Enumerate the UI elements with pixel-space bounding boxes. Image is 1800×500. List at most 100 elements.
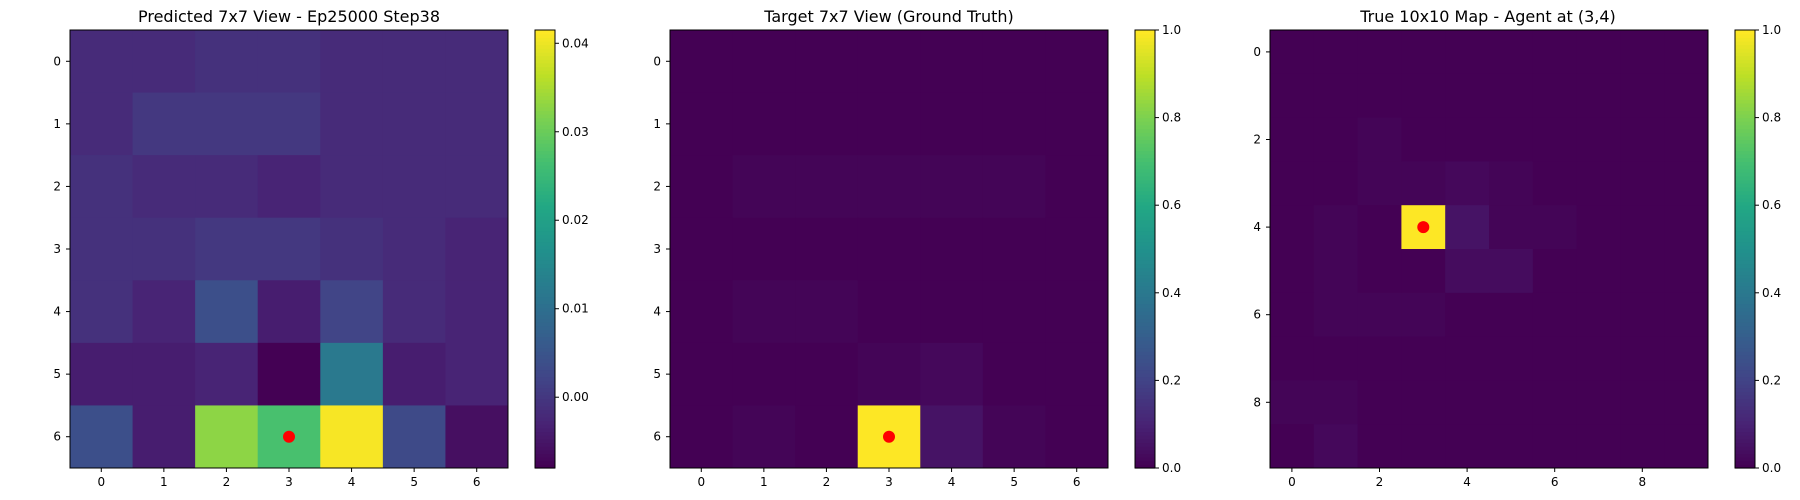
heatmap-cell-r1-c1 [1313,73,1359,119]
heatmap-cell-r6-c4 [920,405,984,469]
heatmap-cell-r3-c4 [320,217,384,281]
heatmap-cell-r4-c4 [920,280,984,344]
heatmap-cell-r6-c5 [982,405,1046,469]
y-tick-label: 0 [53,54,61,68]
colorbar-segment [535,157,555,162]
heatmap-cell-r0-c7 [1576,30,1621,75]
colorbar-segment [1735,395,1755,400]
heatmap-cell-r4-c8 [1620,205,1665,250]
colorbar-segment [535,223,555,228]
heatmap-cell-r4-c5 [1489,205,1534,250]
colorbar-segment [1135,59,1155,64]
colorbar-segment [1735,176,1755,181]
colorbar-segment [1135,427,1155,433]
colorbar-segment [535,380,555,385]
colorbar-segment [535,121,555,126]
heatmap-cell-r8-c0 [1270,380,1315,425]
colorbar-segment [1735,132,1755,137]
heatmap-cell-r0-c1 [132,30,196,94]
colorbar-segment [1735,37,1755,42]
colorbar-tick-label: 0.01 [562,302,589,316]
heatmap-cell-r5-c2 [795,342,859,406]
colorbar-tick-label: 0.4 [1162,286,1181,300]
heatmap-cell-r1-c6 [1532,73,1578,119]
colorbar-segment [535,30,555,35]
colorbar-segment [1135,354,1155,360]
colorbar-segment [1735,223,1755,228]
heatmap-cell-r6-c4 [1445,292,1490,338]
colorbar-segment [1735,230,1755,235]
x-tick-label: 0 [697,475,705,489]
colorbar-segment [1735,227,1755,232]
heatmap-cell-r1-c5 [1489,73,1534,119]
colorbar-segment [1735,420,1755,425]
colorbar-segment [1735,449,1755,454]
colorbar-segment [1735,201,1755,206]
colorbar-segment [1135,438,1155,444]
colorbar-segment [1135,332,1155,338]
colorbar-segment [1735,205,1755,210]
colorbar-segment [1735,40,1755,46]
heatmap-cell-r6-c2 [795,405,859,469]
colorbar-segment [1135,230,1155,235]
colorbar-segment [1735,252,1755,257]
heatmap-cells [1270,30,1709,469]
colorbar-segment [535,110,555,115]
heatmap-cell-r6-c5 [1489,292,1534,338]
heatmap-cell-r3-c5 [982,217,1046,281]
colorbar-segment [535,33,555,38]
colorbar-segment [1135,256,1155,261]
colorbar-tick-label: 0.8 [1762,111,1781,125]
x-tick-label: 2 [223,475,231,489]
colorbar-segment [535,354,555,360]
colorbar-segment [535,300,555,305]
colorbar-segment [1735,267,1755,272]
heatmap-cell-r0-c0 [70,30,134,94]
colorbar-segment [1735,453,1755,458]
colorbar-segment [535,314,555,319]
colorbar-tick-label: 0.4 [1762,286,1781,300]
heatmap-cell-r2-c3 [857,155,921,219]
y-tick-label: 2 [1253,133,1261,147]
colorbar-segment [1735,270,1755,276]
colorbar-segment [535,40,555,46]
colorbar-segment [535,351,555,356]
colorbar-segment [535,161,555,166]
colorbar-segment [1135,311,1155,316]
colorbar-segment [1135,128,1155,133]
colorbar-tick-label: 1.0 [1162,23,1181,37]
colorbar-segment [1735,263,1755,268]
colorbar-segment [535,292,555,298]
heatmap-cell-r8-c1 [1313,380,1359,425]
heatmap-cell-r8-c9 [1664,380,1709,425]
heatmap-cell-r4-c5 [982,280,1046,344]
heatmap-cell-r6-c1 [132,405,196,469]
agent-marker [883,430,895,443]
colorbar-segment [1135,194,1155,199]
colorbar-segment [535,208,555,214]
colorbar-segment [1135,296,1155,301]
colorbar-segment [1135,157,1155,162]
colorbar-segment [1135,234,1155,239]
heatmap-cell-r2-c6 [1045,155,1109,219]
heatmap-cell-r1-c0 [1270,73,1315,119]
colorbar-segment [535,449,555,454]
heatmap-cell-r4-c1 [1313,205,1359,250]
colorbar-segment [1135,143,1155,148]
colorbar-segment [1735,48,1755,53]
heatmap-cell-r7-c7 [1576,336,1621,381]
heatmap-cell-r2-c5 [982,155,1046,219]
colorbar-segment [1135,176,1155,181]
colorbar-segment [1135,281,1155,287]
heatmap-cell-r0-c8 [1620,30,1665,75]
colorbar-segment [1135,135,1155,141]
colorbar-segment [535,103,555,108]
colorbar-segment [1735,146,1755,152]
heatmap-cell-r2-c0 [670,155,734,219]
colorbar-segment [1735,161,1755,166]
colorbar: 0.04 0.03 0.02 0.01 0.00 [534,29,589,469]
heatmap-cell-r9-c1 [1313,424,1359,469]
heatmap-cell-r2-c4 [920,155,984,219]
colorbar-segment [1735,259,1755,265]
x-tick-label: 0 [1288,475,1296,489]
